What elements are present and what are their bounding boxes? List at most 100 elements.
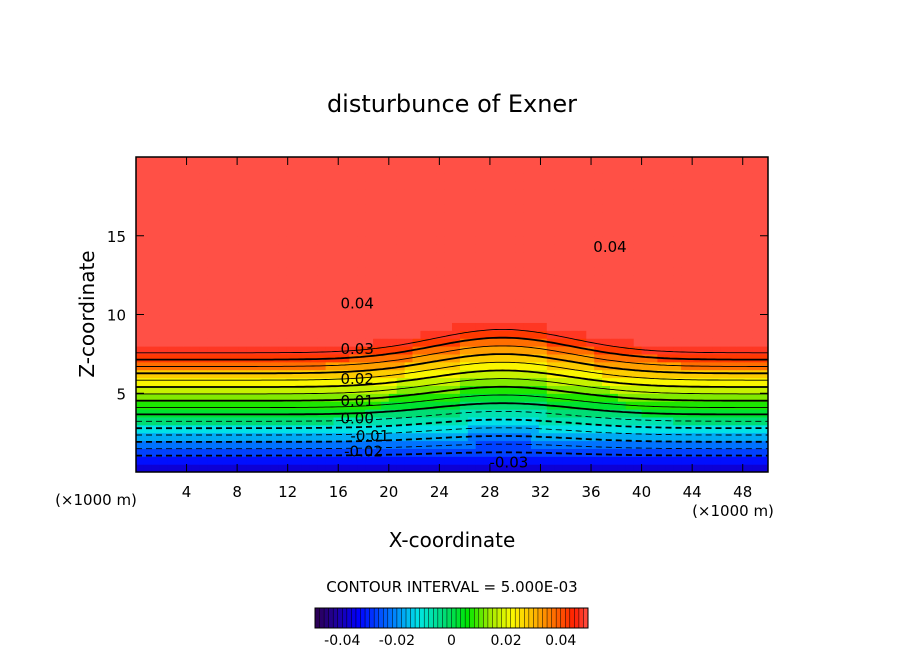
contour-cell [665,283,674,292]
contour-cell [412,267,421,276]
contour-cell [278,196,287,205]
contour-cell [317,338,327,347]
contour-cell [167,298,177,308]
contour-cell [562,243,572,253]
contour-cell [199,204,208,213]
contour-cell [720,416,730,426]
contour-cell [641,267,651,276]
contour-cell [396,330,406,339]
contour-cell [167,188,177,197]
contour-interval-note: CONTOUR INTERVAL = 5.000E-03 [326,578,577,596]
contour-cell [167,401,177,410]
contour-cell [207,314,216,323]
contour-cell [309,212,319,221]
contour-cell [760,330,768,339]
contour-cell [294,440,303,449]
contour-cell [143,164,153,174]
contour-cell [143,220,153,229]
contour-cell [341,298,350,308]
contour-cell [404,401,414,410]
contour-cell [594,243,603,253]
contour-cell [222,157,232,166]
contour-cell [215,385,224,394]
contour-cell [143,346,153,355]
contour-cell [712,290,722,300]
contour-cell [633,172,643,182]
contour-cell [215,440,224,449]
contour-cell [475,259,485,268]
contour-cell [641,464,651,472]
contour-cell [230,212,240,221]
contour-cell [444,275,453,284]
contour-cell [428,204,437,213]
contour-cell [578,212,587,221]
contour-cell [499,251,508,260]
contour-cell [538,196,548,205]
contour-cell [428,322,437,331]
contour-cell [499,353,508,363]
contour-cell [404,164,414,174]
contour-cell [286,227,295,237]
contour-cell [380,298,390,308]
contour-cell [151,283,161,292]
contour-cell [459,188,469,197]
contour-cell [191,172,200,182]
contour-cell [325,196,335,205]
contour-cell [396,180,406,190]
contour-cell [278,243,287,253]
contour-cell [380,322,390,331]
contour-cell [167,322,177,331]
contour-cell [254,275,263,284]
contour-cell [151,385,161,394]
contour-cell [238,283,248,292]
contour-cell [222,361,232,371]
contour-cell [388,401,398,410]
contour-cell [286,235,295,245]
contour-cell [736,196,745,205]
contour-cell [752,164,761,174]
contour-cell [570,314,579,323]
contour-cell [712,283,722,292]
contour-cell [562,220,572,229]
contour-cell [349,464,358,472]
contour-cell [309,369,319,379]
contour-cell [696,385,706,394]
contour-cell [531,448,540,457]
contour-cell [760,290,768,300]
contour-cell [491,401,500,410]
contour-cell [507,235,516,245]
contour-cell [365,196,374,205]
contour-cell [373,346,382,355]
contour-cell [491,330,500,339]
colorbar-swatch [569,608,575,628]
contour-cell [610,220,619,229]
contour-cell [531,164,540,174]
contour-cell [230,440,240,449]
contour-cell [657,212,666,221]
contour-cell [704,306,714,316]
contour-cell [238,322,248,331]
contour-cell [602,448,611,457]
contour-cell [649,385,658,394]
contour-cell [262,393,271,402]
contour-cell [341,432,350,442]
contour-cell [554,235,564,245]
contour-cell [301,464,311,472]
colorbar-swatch [315,608,320,628]
contour-cell [649,157,658,166]
contour-cell [704,440,714,449]
contour-cell [752,330,761,339]
contour-cell [515,188,524,197]
contour-cell [475,456,485,465]
contour-cell [665,164,674,174]
contour-cell [531,377,540,386]
contour-cell [554,275,564,284]
contour-cell [357,353,366,363]
contour-cell [625,385,635,394]
contour-cell [380,243,390,253]
contour-cell [309,385,319,394]
contour-cell [673,377,682,386]
contour-cell [317,393,327,402]
contour-cell [610,440,619,449]
contour-cell [317,243,327,253]
